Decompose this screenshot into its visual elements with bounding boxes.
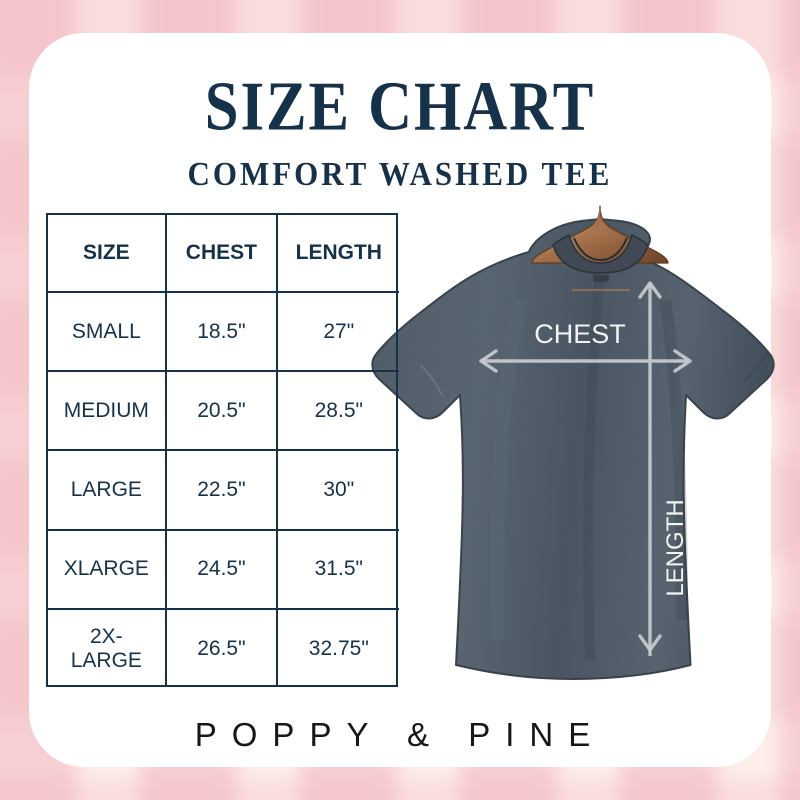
svg-text:LENGTH: LENGTH <box>662 499 689 596</box>
svg-text:CHEST: CHEST <box>534 319 626 349</box>
